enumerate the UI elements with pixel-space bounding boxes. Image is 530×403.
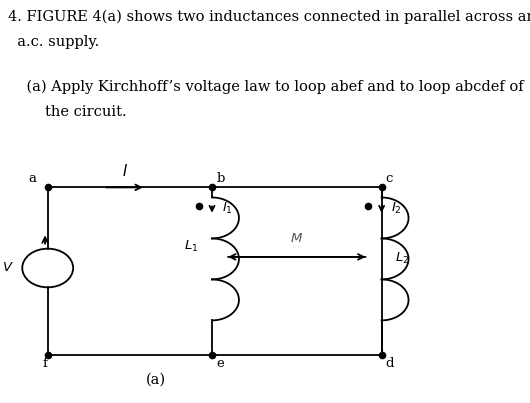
Text: a.c. supply.: a.c. supply. xyxy=(8,35,99,49)
Text: $I_1$: $I_1$ xyxy=(222,201,233,216)
Text: $L_1$: $L_1$ xyxy=(184,239,199,254)
Text: the circuit.: the circuit. xyxy=(8,105,127,119)
Text: d: d xyxy=(386,357,394,370)
Text: $M$: $M$ xyxy=(290,232,303,245)
Text: b: b xyxy=(216,172,225,185)
Text: $I_2$: $I_2$ xyxy=(391,201,402,216)
Text: f: f xyxy=(42,357,48,370)
Text: c: c xyxy=(386,172,393,185)
Text: (a) Apply Kirchhoff’s voltage law to loop abef and to loop abcdef of: (a) Apply Kirchhoff’s voltage law to loo… xyxy=(8,80,524,94)
Text: 4. FIGURE 4(a) shows two inductances connected in parallel across an: 4. FIGURE 4(a) shows two inductances con… xyxy=(8,10,530,25)
Text: a: a xyxy=(28,172,36,185)
Text: (a): (a) xyxy=(146,373,166,387)
Text: e: e xyxy=(216,357,224,370)
Text: $I$: $I$ xyxy=(121,163,128,179)
Text: $L_2$: $L_2$ xyxy=(395,251,409,266)
Text: $V$: $V$ xyxy=(3,262,14,274)
